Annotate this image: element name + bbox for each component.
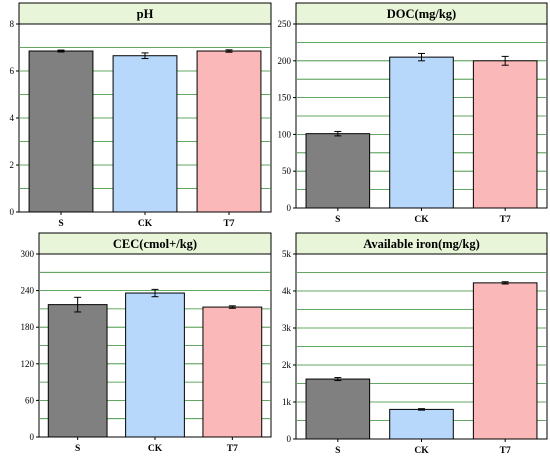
y-tick-label: 1k xyxy=(282,397,292,407)
error-bar-t7 xyxy=(225,49,233,53)
y-tick-label: 150 xyxy=(278,93,292,103)
x-tick-label: T7 xyxy=(227,444,238,454)
x-tick-label: T7 xyxy=(500,446,511,456)
bar-s xyxy=(305,378,371,440)
bar-s xyxy=(305,133,371,209)
y-tick-label: 50 xyxy=(282,166,292,176)
bar-t7 xyxy=(202,306,263,438)
bar-s xyxy=(28,50,94,213)
panel-title: CEC(cmol+/kg) xyxy=(113,237,197,251)
error-bar-t7 xyxy=(228,305,236,309)
bar-t7 xyxy=(472,282,538,440)
y-tick-label: 2k xyxy=(282,360,292,370)
error-bar-s xyxy=(334,130,342,137)
x-tick-label: CK xyxy=(148,444,163,454)
x-tick-label: T7 xyxy=(500,215,511,225)
x-tick-label: CK xyxy=(414,446,429,456)
chart-ph: pH 0 2 4 6 8 S CK T7 xyxy=(10,2,272,229)
error-bar-s xyxy=(74,296,82,313)
panel-title: DOC(mg/kg) xyxy=(387,7,456,21)
bar-ck xyxy=(389,408,454,440)
error-bar-ck xyxy=(418,52,425,62)
panel-title: pH xyxy=(137,7,154,21)
y-tick-label: 250 xyxy=(278,19,292,29)
error-bar-ck xyxy=(141,52,149,60)
x-tick-label: S xyxy=(335,446,340,456)
x-tick-label: S xyxy=(75,444,80,454)
error-bar-s xyxy=(334,377,342,382)
y-tick-label: 4k xyxy=(282,286,292,296)
chart-available-iron: Available iron(mg/kg) 0 1k 2k 3k 4k 5k S CK T7 xyxy=(282,232,548,456)
y-tick-label: 300 xyxy=(21,249,35,259)
y-tick-label: 0 xyxy=(30,432,35,442)
x-tick-label: CK xyxy=(414,215,429,225)
bar-ck xyxy=(389,56,454,209)
y-tick-label: 3k xyxy=(282,323,292,333)
y-tick-label: 120 xyxy=(21,359,35,369)
y-tick-label: 0 xyxy=(287,203,292,213)
x-tick-label: CK xyxy=(138,219,153,229)
y-tick-label: 0 xyxy=(10,207,15,217)
y-tick-label: 240 xyxy=(21,286,35,296)
chart-cec: CEC(cmol+/kg) 0 60 120 180 240 300 S CK T7 xyxy=(21,232,272,454)
y-tick-label: 200 xyxy=(278,56,292,66)
bar-t7 xyxy=(472,60,538,209)
error-bar-s xyxy=(57,49,65,53)
error-bar-ck xyxy=(418,408,425,411)
chart-doc: DOC(mg/kg) 0 50 100 150 200 250 S CK T7 xyxy=(278,2,548,225)
y-tick-label: 0 xyxy=(287,434,292,444)
bar-ck xyxy=(112,55,178,213)
y-tick-label: 8 xyxy=(10,19,15,29)
bar-t7 xyxy=(196,50,262,213)
x-tick-label: S xyxy=(58,219,63,229)
panel-title: Available iron(mg/kg) xyxy=(363,237,480,251)
y-tick-label: 2 xyxy=(10,160,15,170)
y-tick-label: 5k xyxy=(282,249,292,259)
error-bar-t7 xyxy=(501,55,509,66)
y-tick-label: 60 xyxy=(25,395,35,405)
error-bar-ck xyxy=(151,288,159,298)
y-tick-label: 4 xyxy=(10,113,15,123)
y-tick-label: 6 xyxy=(10,66,15,76)
bar-ck xyxy=(125,292,185,438)
bar-s xyxy=(47,304,108,438)
error-bar-t7 xyxy=(501,281,509,285)
x-tick-label: S xyxy=(335,215,340,225)
x-tick-label: T7 xyxy=(223,219,234,229)
y-tick-label: 100 xyxy=(278,129,292,139)
y-tick-label: 180 xyxy=(21,322,35,332)
